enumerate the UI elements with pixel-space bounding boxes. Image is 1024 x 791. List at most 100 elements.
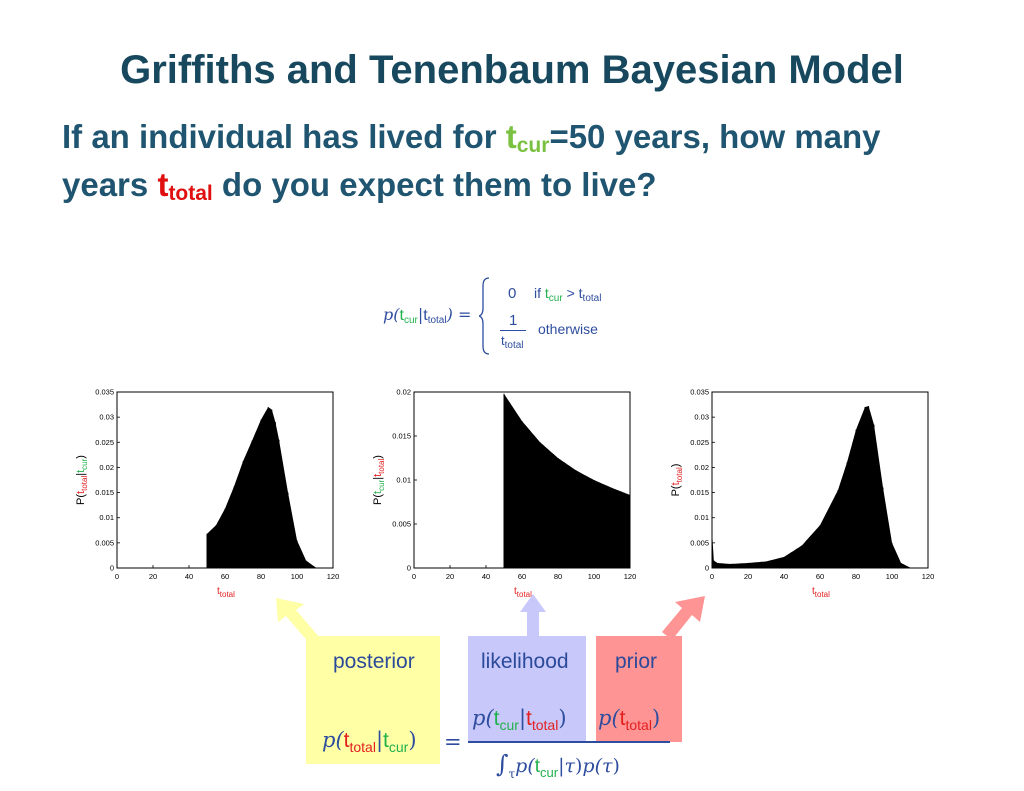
prior-bar xyxy=(713,560,715,568)
likelihood-bar xyxy=(557,458,559,568)
prior-ytick-label: 0.01 xyxy=(694,513,709,522)
likelihood-ytick-label: 0.005 xyxy=(392,520,411,529)
formula-fraction-line xyxy=(500,330,526,331)
likelihood-ytick-label: 0.015 xyxy=(392,432,411,441)
posterior-bar xyxy=(206,533,208,568)
prior-bar xyxy=(900,562,902,568)
prior-bar xyxy=(891,542,893,568)
posterior-xtick-label: 80 xyxy=(257,572,265,581)
posterior-xtick-label: 20 xyxy=(149,572,157,581)
question-line2-post: do you expect them to live? xyxy=(212,166,657,203)
posterior-bar xyxy=(224,508,226,568)
formula-brace xyxy=(479,277,490,355)
prior-bar xyxy=(873,424,875,568)
posterior-xlabel: ttotal xyxy=(217,586,235,599)
posterior-bar xyxy=(296,540,298,568)
prior-xtick-label: 60 xyxy=(816,572,824,581)
posterior-arrow xyxy=(276,598,320,644)
likelihood-xtick-label: 80 xyxy=(554,572,562,581)
formula-case2-numerator: 1 xyxy=(509,312,518,329)
formula-case1-condition: if tcur > ttotal xyxy=(534,285,602,304)
likelihood-term: p(tcur|ttotal) xyxy=(472,706,567,733)
prior-bar xyxy=(855,429,857,568)
posterior-xtick-label: 40 xyxy=(185,572,193,581)
prior-xtick-label: 0 xyxy=(710,572,714,581)
posterior-ylabel: P(ttotal|tcur) xyxy=(75,455,89,505)
prior-ylabel: P(ttotal) xyxy=(670,464,684,497)
prior-ytick-label: 0.03 xyxy=(694,413,709,422)
prior-chart: 0 20 40 60 80 100 120 0 0.005 0.01 0.015 0.02 0.025 0… xyxy=(670,388,934,600)
likelihood-formula: p(tcur|ttotal) = 0 if tcur > ttotal 1 tt… xyxy=(383,276,643,356)
likelihood-xtick-label: 60 xyxy=(518,572,526,581)
likelihood-ylabel: P(tcur|ttotal) xyxy=(372,455,386,505)
likelihood-bar xyxy=(539,442,541,568)
prior-bar xyxy=(765,561,767,568)
t-cur-symbol: tcur xyxy=(505,118,550,157)
posterior-ytick-label: 0.015 xyxy=(95,488,114,497)
posterior-xtick-label: 100 xyxy=(291,572,304,581)
posterior-bar xyxy=(314,566,316,568)
evidence-term: ∫τp(tcur|τ)p(τ) xyxy=(496,750,620,781)
prior-ytick-label: 0.025 xyxy=(690,438,709,447)
posterior-ytick-label: 0.01 xyxy=(99,513,114,522)
posterior-ytick-label: 0.03 xyxy=(99,413,114,422)
likelihood-ytick-label: 0.01 xyxy=(396,476,411,485)
likelihood-label: likelihood xyxy=(481,650,569,673)
posterior-ytick-label: 0.02 xyxy=(99,463,114,472)
prior-label: prior xyxy=(615,650,658,673)
prior-term: p(ttotal) xyxy=(598,706,661,733)
posterior-bar xyxy=(260,419,262,568)
posterior-bar xyxy=(278,439,280,568)
slide-title: Griffiths and Tenenbaum Bayesian Model xyxy=(120,48,904,92)
prior-xtick-label: 40 xyxy=(780,572,788,581)
posterior-bar xyxy=(274,422,276,568)
prior-box xyxy=(596,636,682,742)
prior-ytick-label: 0.015 xyxy=(690,488,709,497)
posterior-xtick-label: 60 xyxy=(221,572,229,581)
prior-area xyxy=(712,406,910,568)
likelihood-bar xyxy=(503,393,505,568)
posterior-ytick-label: 0.025 xyxy=(95,438,114,447)
likelihood-bar xyxy=(575,470,577,568)
likelihood-ytick-label: 0 xyxy=(407,564,411,573)
prior-ytick-label: 0 xyxy=(705,564,709,573)
prior-bar xyxy=(783,556,785,568)
prior-bar xyxy=(801,545,803,568)
posterior-bar xyxy=(251,440,253,568)
charts-area: 0 20 40 60 80 100 120 0 0.005 0.01 0.015 0.02 0.025 0… xyxy=(75,388,934,600)
prior-arrow xyxy=(662,596,705,640)
question-line2-pre: years xyxy=(62,166,158,203)
posterior-bar xyxy=(271,409,273,568)
posterior-bar xyxy=(242,461,244,568)
prior-bar xyxy=(729,563,731,568)
fraction-bar xyxy=(468,741,670,743)
likelihood-bar xyxy=(593,480,595,568)
posterior-ytick-label: 0 xyxy=(110,564,114,573)
prior-ytick-label: 0.035 xyxy=(690,388,709,397)
prior-bar xyxy=(819,525,821,568)
prior-bar xyxy=(882,487,884,568)
prior-xtick-label: 80 xyxy=(852,572,860,581)
likelihood-chart: 0 20 40 60 80 100 120 0 0.005 0.01 0.015 0.02 ttotal… xyxy=(372,388,636,600)
prior-bar xyxy=(837,490,839,568)
posterior-bar xyxy=(267,407,269,568)
prior-bar xyxy=(846,462,848,568)
posterior-label: posterior xyxy=(333,650,415,673)
prior-bar xyxy=(716,562,718,568)
posterior-xtick-label: 120 xyxy=(327,572,340,581)
likelihood-xlabel: ttotal xyxy=(514,586,532,599)
formula-case2-condition: otherwise xyxy=(538,321,598,337)
likelihood-bar xyxy=(521,421,523,568)
prior-xtick-label: 100 xyxy=(886,572,899,581)
posterior-ytick-label: 0.005 xyxy=(95,538,114,547)
prior-ytick-label: 0.02 xyxy=(694,463,709,472)
formula-lhs: p(tcur|ttotal) = xyxy=(383,305,472,326)
formula-case1-value: 0 xyxy=(508,285,517,302)
prior-xtick-label: 120 xyxy=(922,572,935,581)
formula-case2-denominator: ttotal xyxy=(501,333,524,351)
prior-bar xyxy=(868,406,870,568)
likelihood-box xyxy=(468,636,586,742)
prior-bar xyxy=(864,407,866,568)
question-line-2: years ttotal do you expect them to live? xyxy=(62,166,657,205)
likelihood-xtick-label: 120 xyxy=(624,572,637,581)
